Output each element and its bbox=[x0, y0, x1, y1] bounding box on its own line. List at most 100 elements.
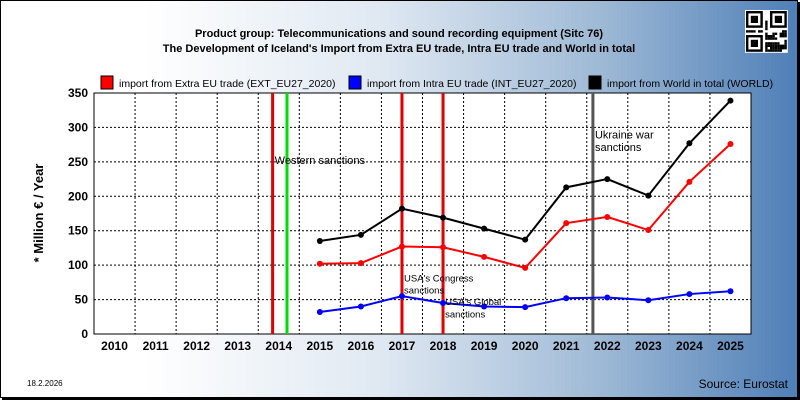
annotation: USA's Global bbox=[445, 297, 501, 308]
qr-module bbox=[777, 44, 780, 47]
x-tick-label: 2019 bbox=[471, 339, 498, 353]
qr-module bbox=[765, 25, 768, 28]
qr-module bbox=[753, 30, 756, 33]
legend-label: import from Intra EU trade (INT_EU27_202… bbox=[367, 78, 577, 90]
data-point bbox=[357, 303, 364, 310]
data-point bbox=[398, 243, 405, 250]
data-point bbox=[727, 288, 734, 295]
qr-module bbox=[772, 47, 775, 50]
y-tick-label: 300 bbox=[68, 120, 88, 134]
chart-subtitle: The Development of Iceland's Import from… bbox=[163, 43, 635, 55]
qr-module bbox=[770, 37, 773, 40]
x-tick-label: 2024 bbox=[676, 339, 703, 353]
qr-module bbox=[770, 42, 773, 45]
qr-module bbox=[774, 37, 778, 40]
qr-module bbox=[784, 30, 787, 33]
data-point bbox=[563, 220, 570, 227]
qr-module bbox=[782, 44, 785, 47]
qr-module bbox=[765, 27, 768, 31]
x-tick-label: 2025 bbox=[717, 339, 744, 353]
qr-module bbox=[772, 37, 775, 40]
qr-module bbox=[767, 37, 770, 40]
y-tick-label: 250 bbox=[68, 155, 88, 169]
data-point bbox=[604, 213, 611, 220]
annotation: Western sanctions bbox=[275, 155, 366, 167]
qr-module bbox=[784, 44, 787, 47]
qr-module bbox=[774, 42, 778, 45]
y-axis: 0 50 100 150 200 250 300 350 bbox=[68, 86, 88, 341]
qr-module bbox=[770, 35, 773, 38]
data-point bbox=[604, 294, 611, 301]
event-line bbox=[285, 93, 289, 334]
legend: import from Extra EU trade (EXT_EU27_202… bbox=[100, 75, 773, 90]
qr-finder bbox=[750, 15, 758, 23]
chart-title: Product group: Telecommunications and so… bbox=[195, 28, 603, 40]
qr-module bbox=[770, 47, 773, 50]
data-point bbox=[727, 140, 734, 147]
x-tick-label: 2016 bbox=[348, 339, 375, 353]
qr-module bbox=[774, 44, 778, 47]
y-tick-label: 50 bbox=[75, 293, 89, 307]
x-tick-label: 2010 bbox=[101, 339, 128, 353]
event-line bbox=[591, 93, 595, 334]
data-point bbox=[645, 227, 652, 234]
x-tick-label: 2011 bbox=[143, 339, 169, 353]
data-point bbox=[398, 205, 405, 212]
legend-label: import from Extra EU trade (EXT_EU27_202… bbox=[119, 78, 336, 90]
qr-module bbox=[748, 30, 751, 33]
x-tick-label: 2020 bbox=[512, 339, 539, 353]
qr-module bbox=[772, 32, 775, 35]
data-point bbox=[686, 178, 693, 185]
qr-module bbox=[774, 49, 778, 52]
qr-module bbox=[770, 44, 773, 47]
footer-date: 18.2.2026 bbox=[27, 379, 63, 388]
qr-module bbox=[772, 35, 775, 38]
annotation: sanctions bbox=[445, 309, 485, 320]
qr-module bbox=[772, 44, 775, 47]
data-point bbox=[357, 231, 364, 238]
data-point bbox=[481, 303, 488, 310]
data-point bbox=[686, 140, 693, 147]
footer-source: Source: Eurostat bbox=[699, 377, 789, 391]
x-tick-label: 2012 bbox=[183, 339, 210, 353]
qr-module bbox=[760, 30, 763, 33]
event-lines bbox=[271, 93, 595, 334]
annotation: sanctions bbox=[404, 285, 444, 296]
annotation: sanctions bbox=[595, 142, 642, 154]
event-line bbox=[400, 93, 404, 334]
qr-module bbox=[777, 42, 780, 45]
data-point bbox=[645, 297, 652, 304]
x-tick-label: 2014 bbox=[265, 339, 292, 353]
qr-module bbox=[765, 42, 768, 45]
data-point bbox=[522, 236, 529, 243]
qr-module bbox=[779, 47, 782, 50]
data-point bbox=[316, 260, 323, 267]
x-tick-label: 2021 bbox=[553, 339, 580, 353]
data-point bbox=[686, 291, 693, 298]
qr-module bbox=[784, 39, 787, 43]
qr-module bbox=[767, 42, 770, 45]
data-point bbox=[481, 253, 488, 260]
event-line bbox=[441, 93, 445, 334]
y-tick-label: 350 bbox=[68, 86, 88, 100]
qr-module bbox=[758, 30, 761, 33]
annotation: USA's Congress bbox=[404, 274, 474, 285]
data-point bbox=[522, 264, 529, 271]
qr-module bbox=[765, 32, 768, 35]
qr-module bbox=[765, 47, 768, 50]
data-point bbox=[563, 184, 570, 191]
data-point bbox=[440, 300, 447, 307]
y-tick-label: 200 bbox=[68, 189, 88, 203]
qr-module bbox=[746, 30, 749, 33]
qr-module bbox=[779, 35, 782, 38]
qr-module bbox=[777, 47, 780, 50]
x-tick-label: 2017 bbox=[389, 339, 416, 353]
qr-module bbox=[772, 49, 775, 52]
qr-module bbox=[750, 30, 754, 33]
qr-module bbox=[784, 32, 787, 35]
data-point bbox=[481, 225, 488, 232]
legend-swatch bbox=[348, 75, 362, 90]
qr-module bbox=[784, 35, 787, 38]
